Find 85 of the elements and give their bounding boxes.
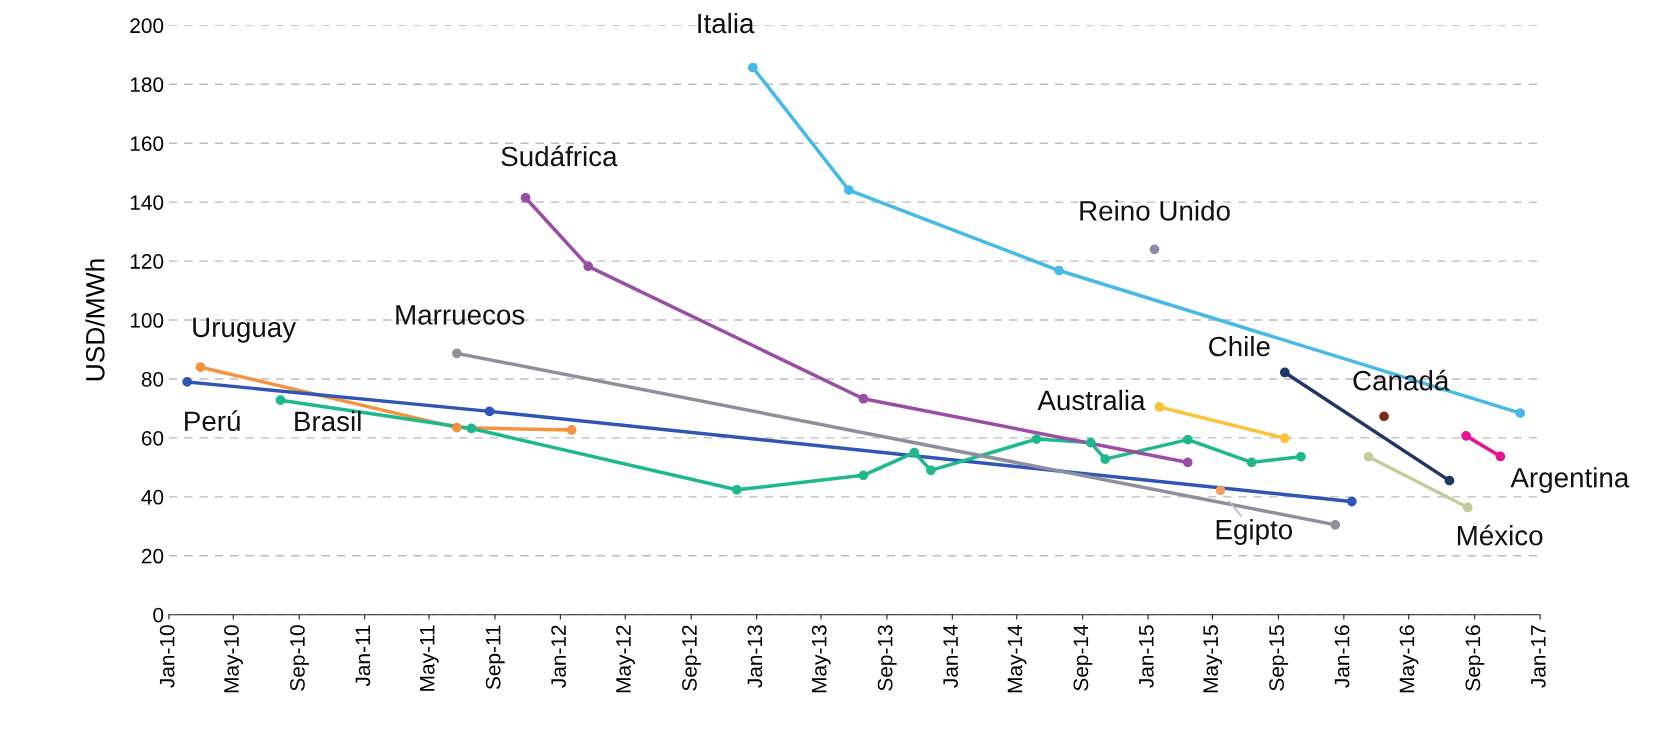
x-tick-label: May-12 <box>616 625 635 693</box>
y-tick-label: 60 <box>141 430 164 446</box>
point <box>1182 457 1193 468</box>
series-label: Reino Unido <box>1080 200 1230 221</box>
x-tick-label: May-16 <box>1399 625 1419 693</box>
x-tick-label: Jan-12 <box>551 625 566 688</box>
point <box>195 362 206 373</box>
point <box>748 62 758 73</box>
point <box>1461 430 1471 441</box>
x-tick-label: Jan-10 <box>159 625 175 688</box>
x-tick-label: May-14 <box>1007 625 1027 693</box>
series-label: Uruguay <box>193 317 297 343</box>
point <box>1296 451 1306 462</box>
x-tick-label: Jan-16 <box>1334 625 1350 688</box>
y-tick-label: 40 <box>141 489 164 505</box>
point <box>1154 402 1165 412</box>
y-tick-label: 160 <box>130 136 164 151</box>
x-tick-label: Sep-15 <box>1269 625 1289 691</box>
point <box>858 470 869 481</box>
point <box>1279 367 1290 378</box>
x-tick-label: Sep-12 <box>682 625 701 691</box>
series-label: Egipto <box>1216 519 1293 545</box>
series-label: Sudáfrica <box>501 145 618 167</box>
y-tick-label: 140 <box>130 195 164 210</box>
y-tick-label: 80 <box>141 371 164 387</box>
point <box>520 192 531 203</box>
series-label: Italia <box>698 12 755 34</box>
point <box>1379 411 1389 422</box>
point <box>566 425 577 435</box>
y-tick-label: 200 <box>130 18 164 34</box>
y-tick-label: 180 <box>130 77 164 93</box>
point <box>1462 502 1473 513</box>
x-tick-label: May-11 <box>420 625 439 691</box>
series-label: Brasil <box>295 410 361 432</box>
point <box>1515 408 1526 419</box>
point <box>1246 457 1257 468</box>
x-tick-label: May-13 <box>811 625 831 693</box>
point <box>583 261 594 272</box>
x-tick-label: Sep-16 <box>1465 625 1485 691</box>
point <box>731 484 742 495</box>
x-tick-label: Sep-10 <box>290 625 309 691</box>
point <box>926 465 936 476</box>
point <box>1346 496 1357 507</box>
point <box>1100 454 1111 464</box>
point <box>1182 434 1193 445</box>
series-label: Perú <box>185 410 240 432</box>
x-tick-label: May-10 <box>224 625 243 693</box>
point <box>452 422 462 433</box>
point <box>1444 475 1455 486</box>
point <box>1031 434 1042 444</box>
x-tick-label: Jan-13 <box>747 625 763 688</box>
x-tick-label: Jan-11 <box>355 625 371 687</box>
x-tick-label: Sep-14 <box>1073 625 1093 691</box>
series-label: Chile <box>1209 335 1270 357</box>
point <box>452 348 462 359</box>
x-tick-label: May-15 <box>1203 625 1223 693</box>
point <box>466 423 477 434</box>
point <box>1149 244 1160 255</box>
point <box>1495 451 1506 462</box>
point <box>1085 437 1096 448</box>
point <box>1330 519 1341 530</box>
x-tick-label: Sep-13 <box>877 625 897 691</box>
point <box>1054 265 1064 276</box>
x-tick-label: Jan-15 <box>1139 625 1154 688</box>
y-tick-label: 0 <box>153 607 164 623</box>
point <box>1215 485 1226 496</box>
point <box>1279 433 1290 444</box>
x-tick-label: Sep-11 <box>485 625 505 690</box>
series-label: Australia <box>1037 389 1146 411</box>
series-label: México <box>1457 524 1543 546</box>
y-tick-label: 100 <box>130 313 164 328</box>
x-tick-label: Jan-17 <box>1531 625 1546 688</box>
x-tick-label: Jan-14 <box>943 625 958 688</box>
y-axis-title: USD/MWh <box>85 259 105 381</box>
y-tick-label: 120 <box>130 254 164 269</box>
point <box>1363 451 1374 462</box>
point <box>275 395 286 406</box>
y-tick-label: 20 <box>141 548 164 564</box>
point <box>909 447 920 458</box>
point <box>844 185 854 195</box>
series-label: Marruecos <box>396 305 525 325</box>
point <box>484 406 495 417</box>
series-label: Argentina <box>1510 467 1630 494</box>
point <box>858 393 869 404</box>
point <box>182 377 193 387</box>
